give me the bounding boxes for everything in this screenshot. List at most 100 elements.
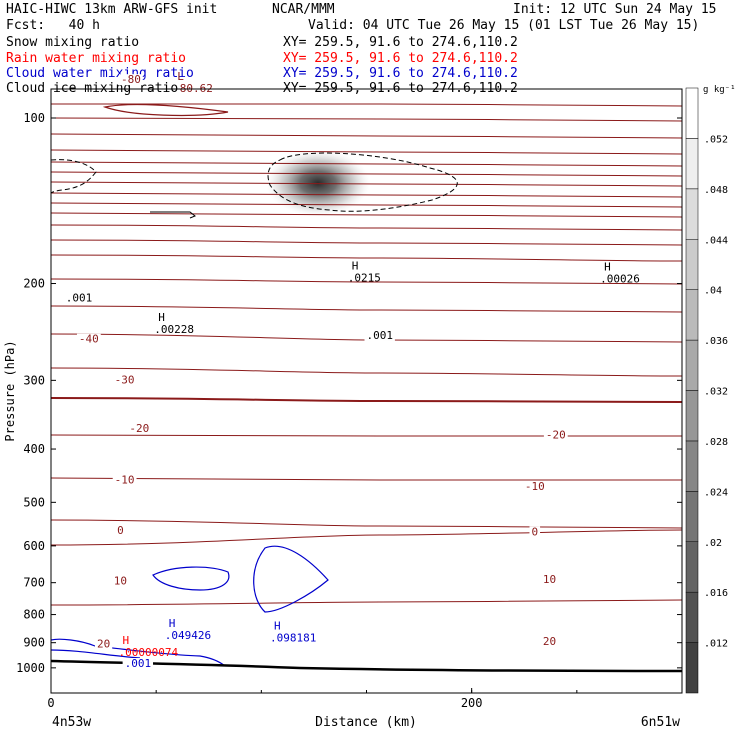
- contour-label-bg: [122, 658, 154, 670]
- colorbar-label: .012: [704, 639, 728, 650]
- left-endpoint-label: 4n53w: [52, 715, 91, 730]
- colorbar-label: .036: [704, 336, 728, 347]
- y-tick-label: 800: [23, 608, 45, 622]
- header-forecast: Fcst: 40 h: [6, 18, 100, 33]
- isotherm-line: [51, 133, 682, 139]
- field-xy-rain: XY= 259.5, 91.6 to 274.6,110.2: [283, 51, 518, 66]
- colorbar-segment: [685, 591, 699, 643]
- temperature-label: 20: [97, 638, 110, 651]
- isotherm-line: [51, 397, 682, 403]
- isotherm-line: [51, 224, 682, 231]
- temperature-label: 10: [114, 575, 127, 588]
- temperature-label: 0: [117, 524, 124, 537]
- isotherm-line: [51, 192, 682, 198]
- isotherm-line: [51, 529, 682, 546]
- extremum-value: .098181: [270, 631, 316, 644]
- temperature-label-bg: [540, 636, 559, 648]
- isotherm-line: [51, 181, 682, 187]
- extremum-value: -80.62: [173, 82, 213, 95]
- x-axis: 0 200: [47, 688, 578, 710]
- x-axis-label: Distance (km): [315, 715, 417, 730]
- cloud-water-contour-2: [253, 545, 329, 613]
- colorbar-segment: [685, 239, 699, 290]
- extremum-value: .049426: [165, 629, 211, 642]
- colorbar-label: .04: [704, 286, 722, 297]
- extremum-marker: H: [604, 261, 611, 274]
- temperature-label: -30: [115, 374, 135, 387]
- isotherm-line: [51, 477, 682, 481]
- snow-shading: [266, 150, 370, 216]
- colorbar-label: .052: [704, 134, 728, 145]
- colorbar-label: .048: [704, 185, 728, 196]
- temperature-label-bg: [76, 333, 101, 345]
- y-tick-label: 700: [23, 576, 45, 590]
- extremum-value: .0215: [348, 271, 381, 284]
- isotherm-line: [51, 367, 682, 377]
- ice-contour-left: [51, 159, 97, 194]
- cloud-water-surface-contour: [51, 638, 226, 667]
- temperature-label-bg: [115, 524, 126, 536]
- isotherm-line: [51, 149, 682, 155]
- temperature-label: -80: [121, 73, 141, 86]
- isotherm-line: [51, 599, 682, 606]
- temperature-label-bg: [111, 575, 130, 587]
- temperature-label: -40: [79, 333, 99, 346]
- isotherm-line: [51, 171, 682, 177]
- colorbar-segment: [685, 541, 699, 593]
- colorbar-unit: g kg⁻¹: [703, 85, 736, 95]
- isotherm-line: [51, 212, 682, 218]
- header-init: Init: 12 UTC Sun 24 May 15: [513, 2, 717, 17]
- temperature-label: -20: [129, 422, 149, 435]
- y-tick-label: 1000: [16, 661, 45, 675]
- colorbar-label: .044: [704, 235, 728, 246]
- snow-contour-001: [267, 152, 458, 212]
- colorbar-segment: [685, 440, 699, 492]
- temperature-label-bg: [529, 526, 541, 538]
- temperature-label-bg: [94, 638, 113, 650]
- temperature-contours: [51, 103, 682, 606]
- colorbar-segment: [685, 339, 699, 391]
- temperature-label-bg: [522, 481, 547, 493]
- extremum-marker: L: [177, 70, 184, 83]
- y-tick-label: 600: [23, 539, 45, 553]
- isotherm-line: [51, 434, 682, 437]
- colorbar-segment: [685, 390, 699, 442]
- isotherm-line: [51, 278, 682, 285]
- temperature-label-bg: [112, 374, 137, 386]
- temperature-label-bg: [119, 74, 143, 86]
- field-xy-snow: XY= 259.5, 91.6 to 274.6,110.2: [283, 35, 518, 50]
- contour-label-bg: [63, 292, 95, 304]
- colorbar: .012 .016 .02 .024 .028 .032 .036 .04 .044 .048 .0…: [685, 87, 728, 694]
- temperature-label: -20: [546, 428, 566, 441]
- right-endpoint-label: 6n51w: [641, 715, 680, 730]
- contour-label: .001: [367, 329, 394, 342]
- isotherm-line: [51, 202, 682, 208]
- y-tick-label: 200: [23, 277, 45, 291]
- colorbar-segment: [685, 188, 699, 240]
- isotherm-line: [51, 519, 682, 529]
- colorbar-label: .028: [704, 437, 728, 448]
- contour-label: .001: [66, 291, 93, 304]
- temp-low-contour: [102, 103, 229, 117]
- temperature-label-bg: [540, 573, 559, 585]
- x-tick-label: 200: [461, 696, 483, 710]
- y-tick-label: 300: [23, 373, 45, 387]
- header-center: NCAR/MMM: [272, 2, 335, 17]
- isotherm-line: [51, 305, 682, 313]
- colorbar-segment: [685, 289, 699, 341]
- contour-label: .001: [125, 657, 152, 670]
- isotherm-line: [51, 161, 682, 167]
- extremum-value: .00000074: [119, 646, 179, 659]
- temperature-label: -10: [525, 480, 545, 493]
- y-axis-label: Pressure (hPa): [3, 340, 17, 441]
- extremum-marker: H: [123, 634, 130, 647]
- y-tick-label: 100: [23, 111, 45, 125]
- colorbar-label: .016: [704, 588, 728, 599]
- isotherm-line: [51, 117, 682, 122]
- isotherm-line: [51, 103, 682, 107]
- isotherm-line: [51, 239, 682, 246]
- extremum-marker: H: [158, 311, 165, 324]
- colorbar-segment: [685, 642, 699, 694]
- temperature-label: 20: [543, 635, 556, 648]
